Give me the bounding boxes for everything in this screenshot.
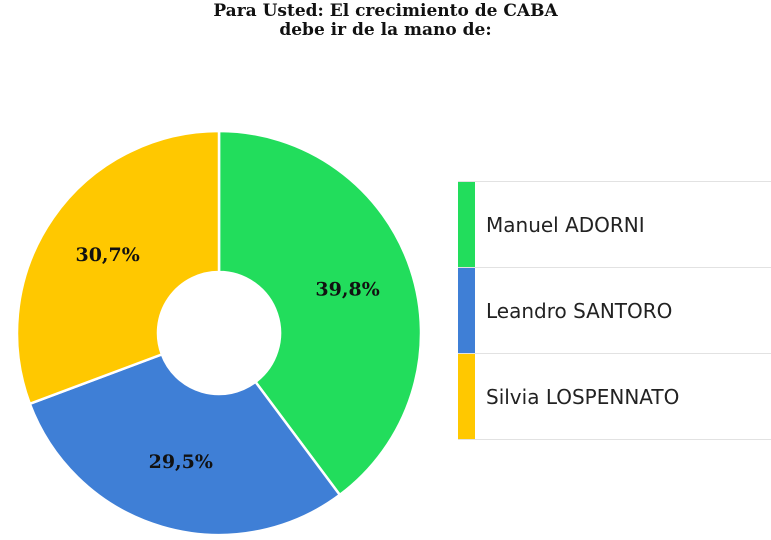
legend-item-lospennato: Silvia LOSPENNATO — [458, 354, 771, 440]
legend-label-santoro: Leandro SANTORO — [486, 298, 673, 323]
slice-lospennato — [15, 129, 221, 406]
legend-swatch-lospennato — [458, 354, 475, 439]
legend-label-lospennato: Silvia LOSPENNATO — [486, 384, 680, 409]
slice-adorni-label: 39,8% — [315, 278, 379, 300]
legend-item-santoro: Leandro SANTORO — [458, 268, 771, 354]
slice-santoro — [28, 352, 342, 537]
legend-label-adorni: Manuel ADORNI — [486, 212, 645, 237]
legend: Manuel ADORNI Leandro SANTORO Silvia LOS… — [458, 181, 771, 440]
legend-swatch-adorni — [458, 182, 475, 267]
legend-swatch-santoro — [458, 268, 475, 353]
legend-item-adorni: Manuel ADORNI — [458, 181, 771, 268]
chart-title-line-1: Para Usted: El crecimiento de CABA — [213, 1, 558, 21]
slice-santoro-label: 29,5% — [149, 451, 213, 473]
chart-title-line-2: debe ir de la mano de: — [279, 20, 492, 40]
chart-title: Para Usted: El crecimiento de CABA debe … — [0, 2, 771, 40]
slice-adorni — [217, 129, 423, 497]
slice-lospennato-label: 30,7% — [75, 244, 139, 266]
